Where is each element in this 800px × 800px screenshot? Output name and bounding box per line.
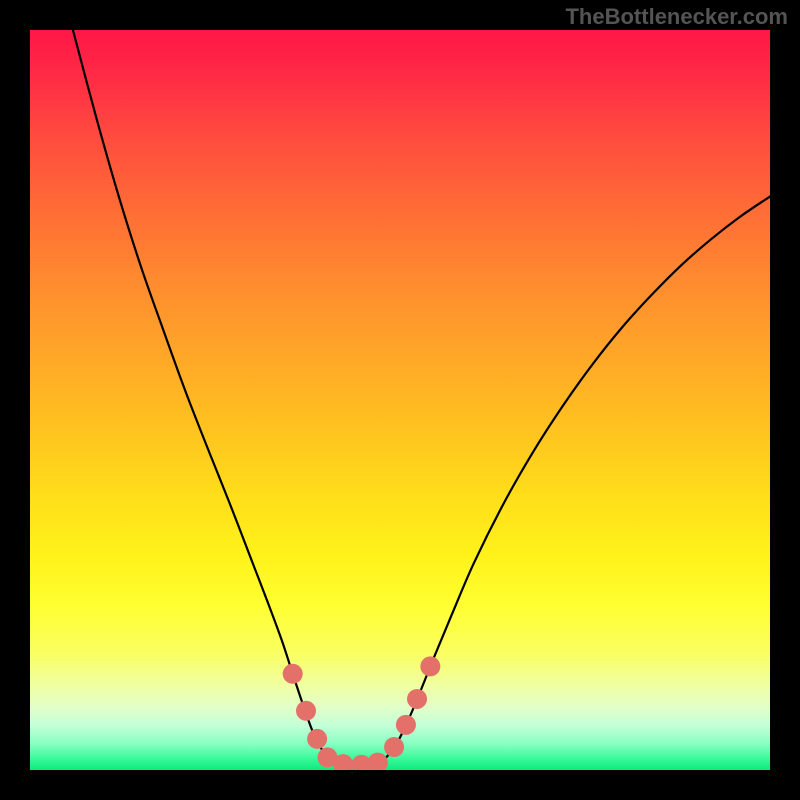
curve-marker [307, 729, 327, 749]
curve-marker [407, 689, 427, 709]
curve-marker [420, 656, 440, 676]
gradient-background [30, 30, 770, 770]
plot-area [30, 30, 770, 770]
chart-svg [30, 30, 770, 770]
curve-marker [384, 737, 404, 757]
curve-marker [396, 715, 416, 735]
curve-marker [296, 701, 316, 721]
watermark-text: TheBottlenecker.com [565, 4, 788, 30]
curve-marker [283, 664, 303, 684]
